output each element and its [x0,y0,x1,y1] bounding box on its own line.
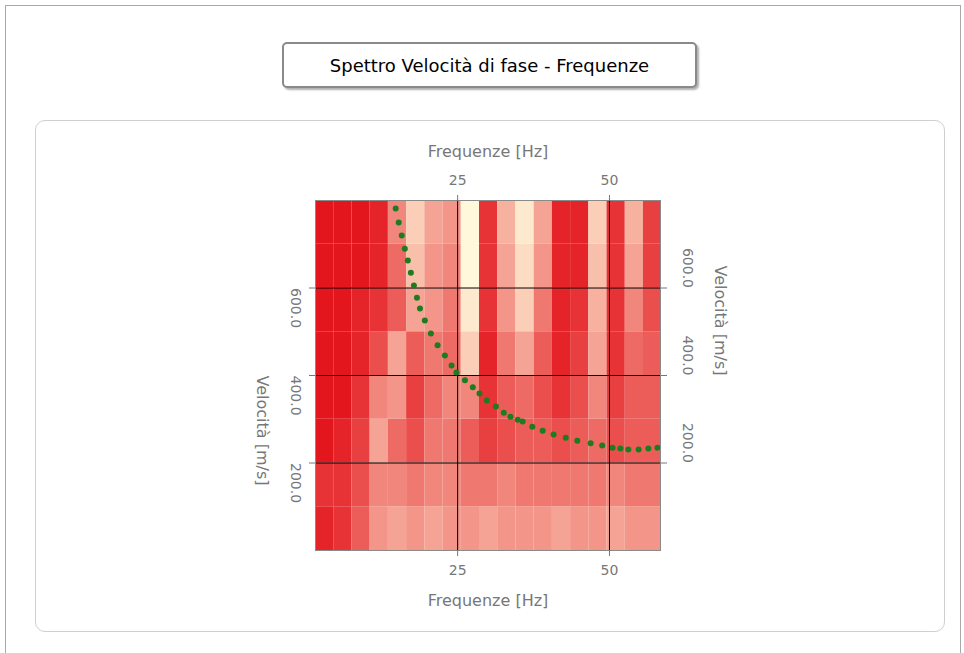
svg-text:600.0: 600.0 [288,288,304,328]
svg-text:400.0: 400.0 [288,376,304,416]
svg-text:50: 50 [601,562,619,578]
svg-text:Frequenze [Hz]: Frequenze [Hz] [428,591,549,610]
svg-text:Frequenze [Hz]: Frequenze [Hz] [428,142,549,161]
svg-text:25: 25 [449,562,467,578]
svg-text:Velocità [m/s]: Velocità [m/s] [711,266,730,376]
svg-text:50: 50 [601,172,619,188]
svg-text:400.0: 400.0 [680,335,696,375]
svg-text:Velocità [m/s]: Velocità [m/s] [253,376,272,486]
svg-text:200.0: 200.0 [680,423,696,463]
svg-text:600.0: 600.0 [680,248,696,288]
html-text:Spettro Velocità di fase - Fre: Spettro Velocità di fase - Frequenze [329,54,650,76]
svg-text:25: 25 [449,172,467,188]
svg-text:200.0: 200.0 [288,463,304,503]
